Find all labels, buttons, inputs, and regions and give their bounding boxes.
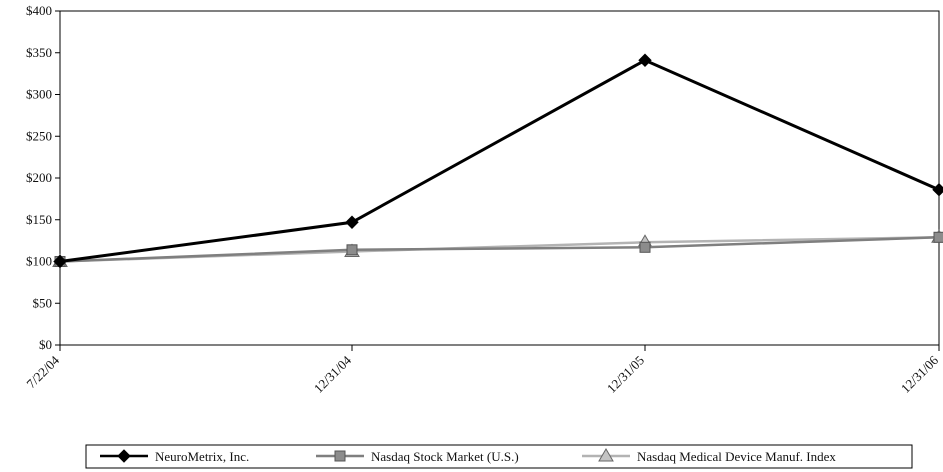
legend-item: NeuroMetrix, Inc.: [100, 449, 249, 464]
legend-marker-triangle: [598, 448, 614, 462]
plot-area: [59, 10, 940, 346]
legend-label: Nasdaq Medical Device Manuf. Index: [637, 449, 836, 464]
y-axis: $0 $50 $100 $150 $200 $250 $300 $350 $400: [26, 3, 60, 352]
legend: NeuroMetrix, Inc. Nasdaq Stock Market (U.…: [85, 444, 913, 469]
series-0: [53, 53, 943, 269]
legend-label: Nasdaq Stock Market (U.S.): [371, 449, 519, 464]
y-tick-label: $400: [26, 3, 52, 18]
y-tick-label: $300: [26, 87, 52, 102]
x-axis: 7/22/04 12/31/04 12/31/05 12/31/06: [23, 345, 941, 396]
y-tick-label: $200: [26, 170, 52, 185]
series-line: [59, 58, 940, 263]
legend-item: Nasdaq Stock Market (U.S.): [316, 449, 519, 464]
data-point-diamond: [53, 254, 67, 269]
series-layer: [52, 53, 943, 269]
y-tick-label: $100: [26, 254, 52, 269]
legend-marker-square: [334, 450, 346, 462]
data-point-diamond: [345, 215, 359, 229]
data-point-square: [346, 244, 358, 256]
y-tick-label: $350: [26, 45, 52, 60]
legend-item: Nasdaq Medical Device Manuf. Index: [582, 448, 836, 464]
legend-box: [85, 444, 913, 469]
data-point-square: [639, 241, 651, 253]
y-tick-label: $250: [26, 128, 52, 143]
legend-marker-diamond: [117, 449, 131, 463]
x-tick-label: 12/31/05: [604, 353, 647, 396]
y-tick-label: $150: [26, 212, 52, 227]
series-line: [59, 236, 940, 263]
data-point-diamond: [932, 182, 943, 197]
data-point-diamond: [638, 53, 652, 67]
x-tick-label: 12/31/04: [311, 352, 355, 396]
data-point-square: [933, 231, 943, 243]
y-tick-label: $50: [33, 295, 53, 310]
y-tick-label: $0: [39, 337, 52, 352]
x-tick-label: 7/22/04: [23, 352, 62, 391]
x-tick-label: 12/31/06: [898, 352, 942, 396]
legend-label: NeuroMetrix, Inc.: [155, 449, 249, 464]
